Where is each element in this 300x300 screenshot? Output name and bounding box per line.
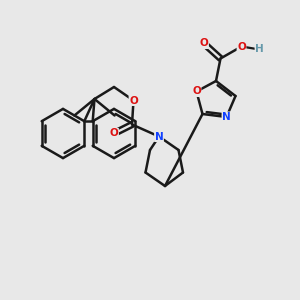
Text: O: O <box>237 41 246 52</box>
Text: N: N <box>154 131 164 142</box>
Text: O: O <box>200 38 208 49</box>
Text: O: O <box>129 95 138 106</box>
Text: H: H <box>255 44 264 55</box>
Text: O: O <box>110 128 118 139</box>
Text: N: N <box>222 112 231 122</box>
Text: O: O <box>192 86 201 97</box>
